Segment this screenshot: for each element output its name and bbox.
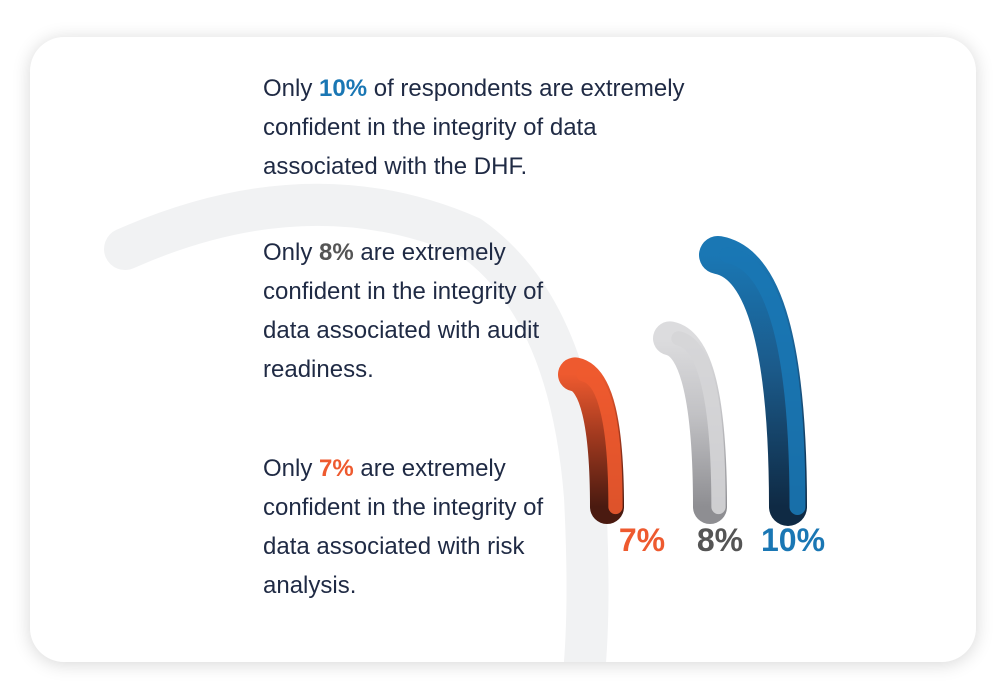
arc-bar-chart: 7% 8% 10% — [558, 236, 825, 558]
statement-suffix: are extremely confident in the integrity… — [263, 239, 544, 383]
statement-prefix: Only — [263, 239, 320, 266]
infographic-card: Only 10% of respondents are extremely co… — [30, 37, 976, 662]
bar-value-label: 8% — [697, 522, 743, 558]
statement-value: 10% — [319, 75, 368, 102]
bar-value-label: 7% — [619, 522, 665, 558]
statement-audit-readiness: Only 8% are extremely confident in the i… — [263, 233, 583, 389]
statement-suffix: of respondents are extremely confident i… — [263, 75, 685, 180]
statement-value: 8% — [319, 239, 354, 266]
statement-suffix: are extremely confident in the integrity… — [263, 455, 544, 599]
arc-bar-highlight — [671, 331, 726, 515]
arc-bar-dhf — [699, 236, 807, 526]
arc-bar-highlight — [576, 367, 623, 515]
statement-prefix: Only — [263, 75, 320, 102]
arc-bar-highlight — [719, 247, 806, 515]
statement-prefix: Only — [263, 455, 320, 482]
background-arc — [104, 183, 609, 662]
statement-value: 7% — [319, 455, 354, 482]
bar-value-label: 10% — [761, 522, 825, 558]
statement-risk-analysis: Only 7% are extremely confident in the i… — [263, 449, 583, 605]
statement-dhf: Only 10% of respondents are extremely co… — [263, 69, 703, 186]
